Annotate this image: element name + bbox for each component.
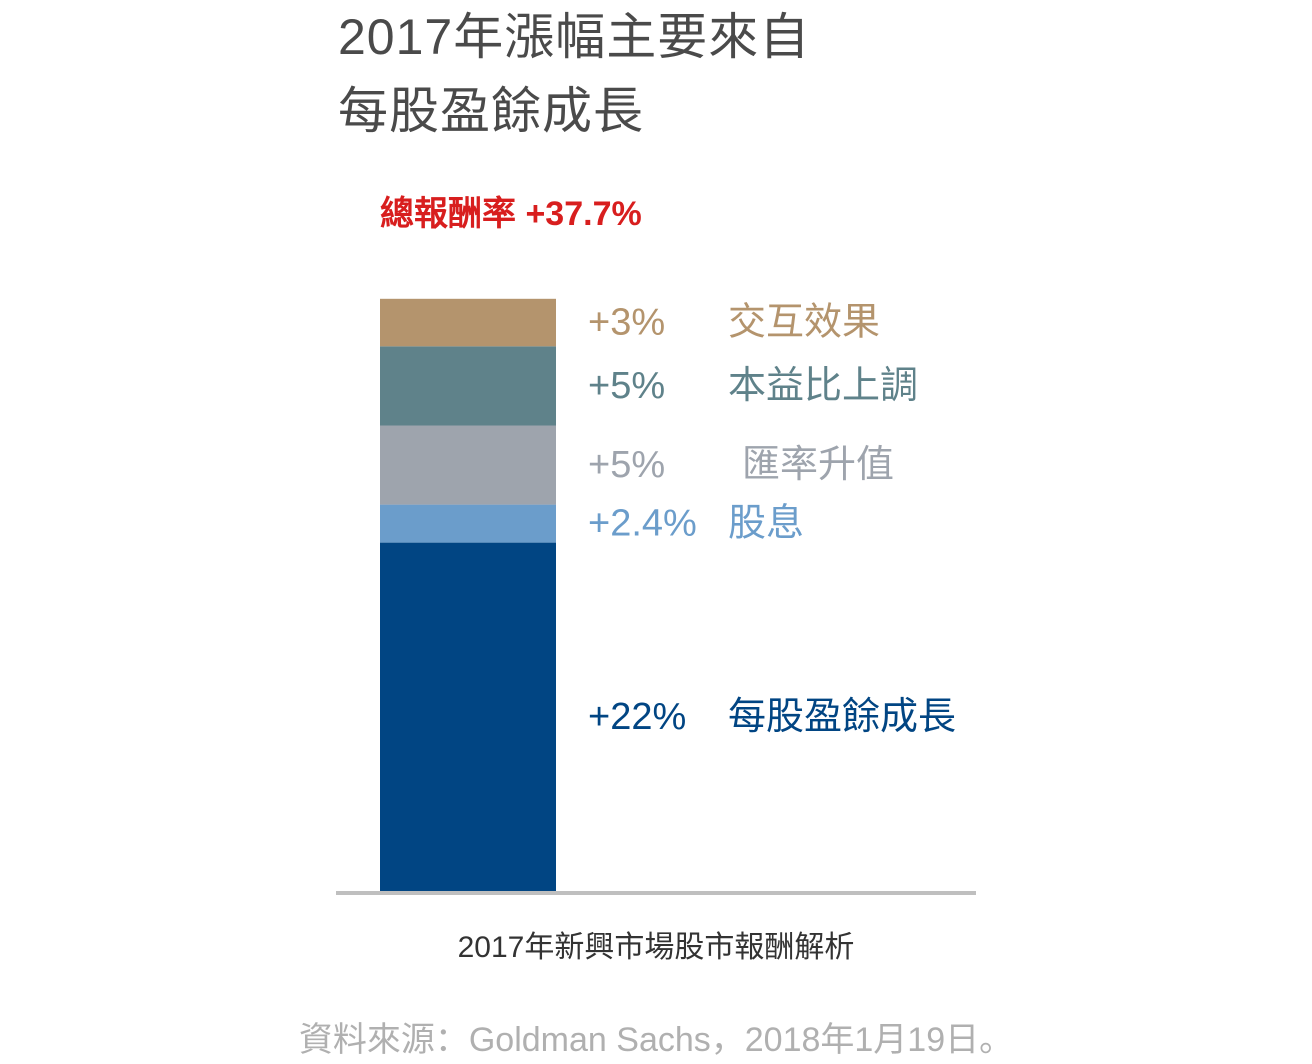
chart-title-line-1: 2017年漲幅主要來自 (338, 9, 811, 65)
total-return: 總報酬率 +37.7% (380, 190, 642, 238)
segment-value-label-4: +5% (588, 365, 665, 407)
bar-segment-3 (380, 425, 556, 505)
segment-name-label-1: 每股盈餘成長 (728, 696, 956, 738)
chart-title: 2017年漲幅主要來自 每股盈餘成長 (338, 0, 810, 148)
bar-segment-4 (380, 346, 556, 426)
total-return-value: +37.7% (525, 195, 642, 233)
segment-value-label-5: +3% (588, 302, 665, 344)
bar-stack (380, 298, 556, 891)
segment-value-label-1: +22% (588, 696, 686, 738)
segment-name-label-5: 交互效果 (728, 302, 880, 344)
bar-segment-2 (380, 504, 556, 543)
segment-name-label-2: 股息 (728, 503, 804, 545)
segment-name-label-4: 本益比上調 (728, 365, 918, 407)
source-note: 資料來源：Goldman Sachs，2018年1月19日。 (298, 1021, 1014, 1059)
chart-title-line-2: 每股盈餘成長 (338, 83, 644, 139)
segment-labels: +22% 每股盈餘成長 +2.4% 股息 +5% 匯率升值 +5% 本益比上調 +3% 交互效果 (588, 302, 956, 738)
bar-segment-1 (380, 542, 556, 891)
segment-name-label-3: 匯率升值 (742, 444, 894, 486)
x-axis-label: 2017年新興市場股市報酬解析 (457, 931, 855, 964)
total-return-label: 總報酬率 (380, 195, 516, 233)
segment-value-label-2: +2.4% (588, 503, 697, 545)
segment-value-label-3: +5% (588, 444, 665, 486)
bar-segment-5 (380, 298, 556, 347)
